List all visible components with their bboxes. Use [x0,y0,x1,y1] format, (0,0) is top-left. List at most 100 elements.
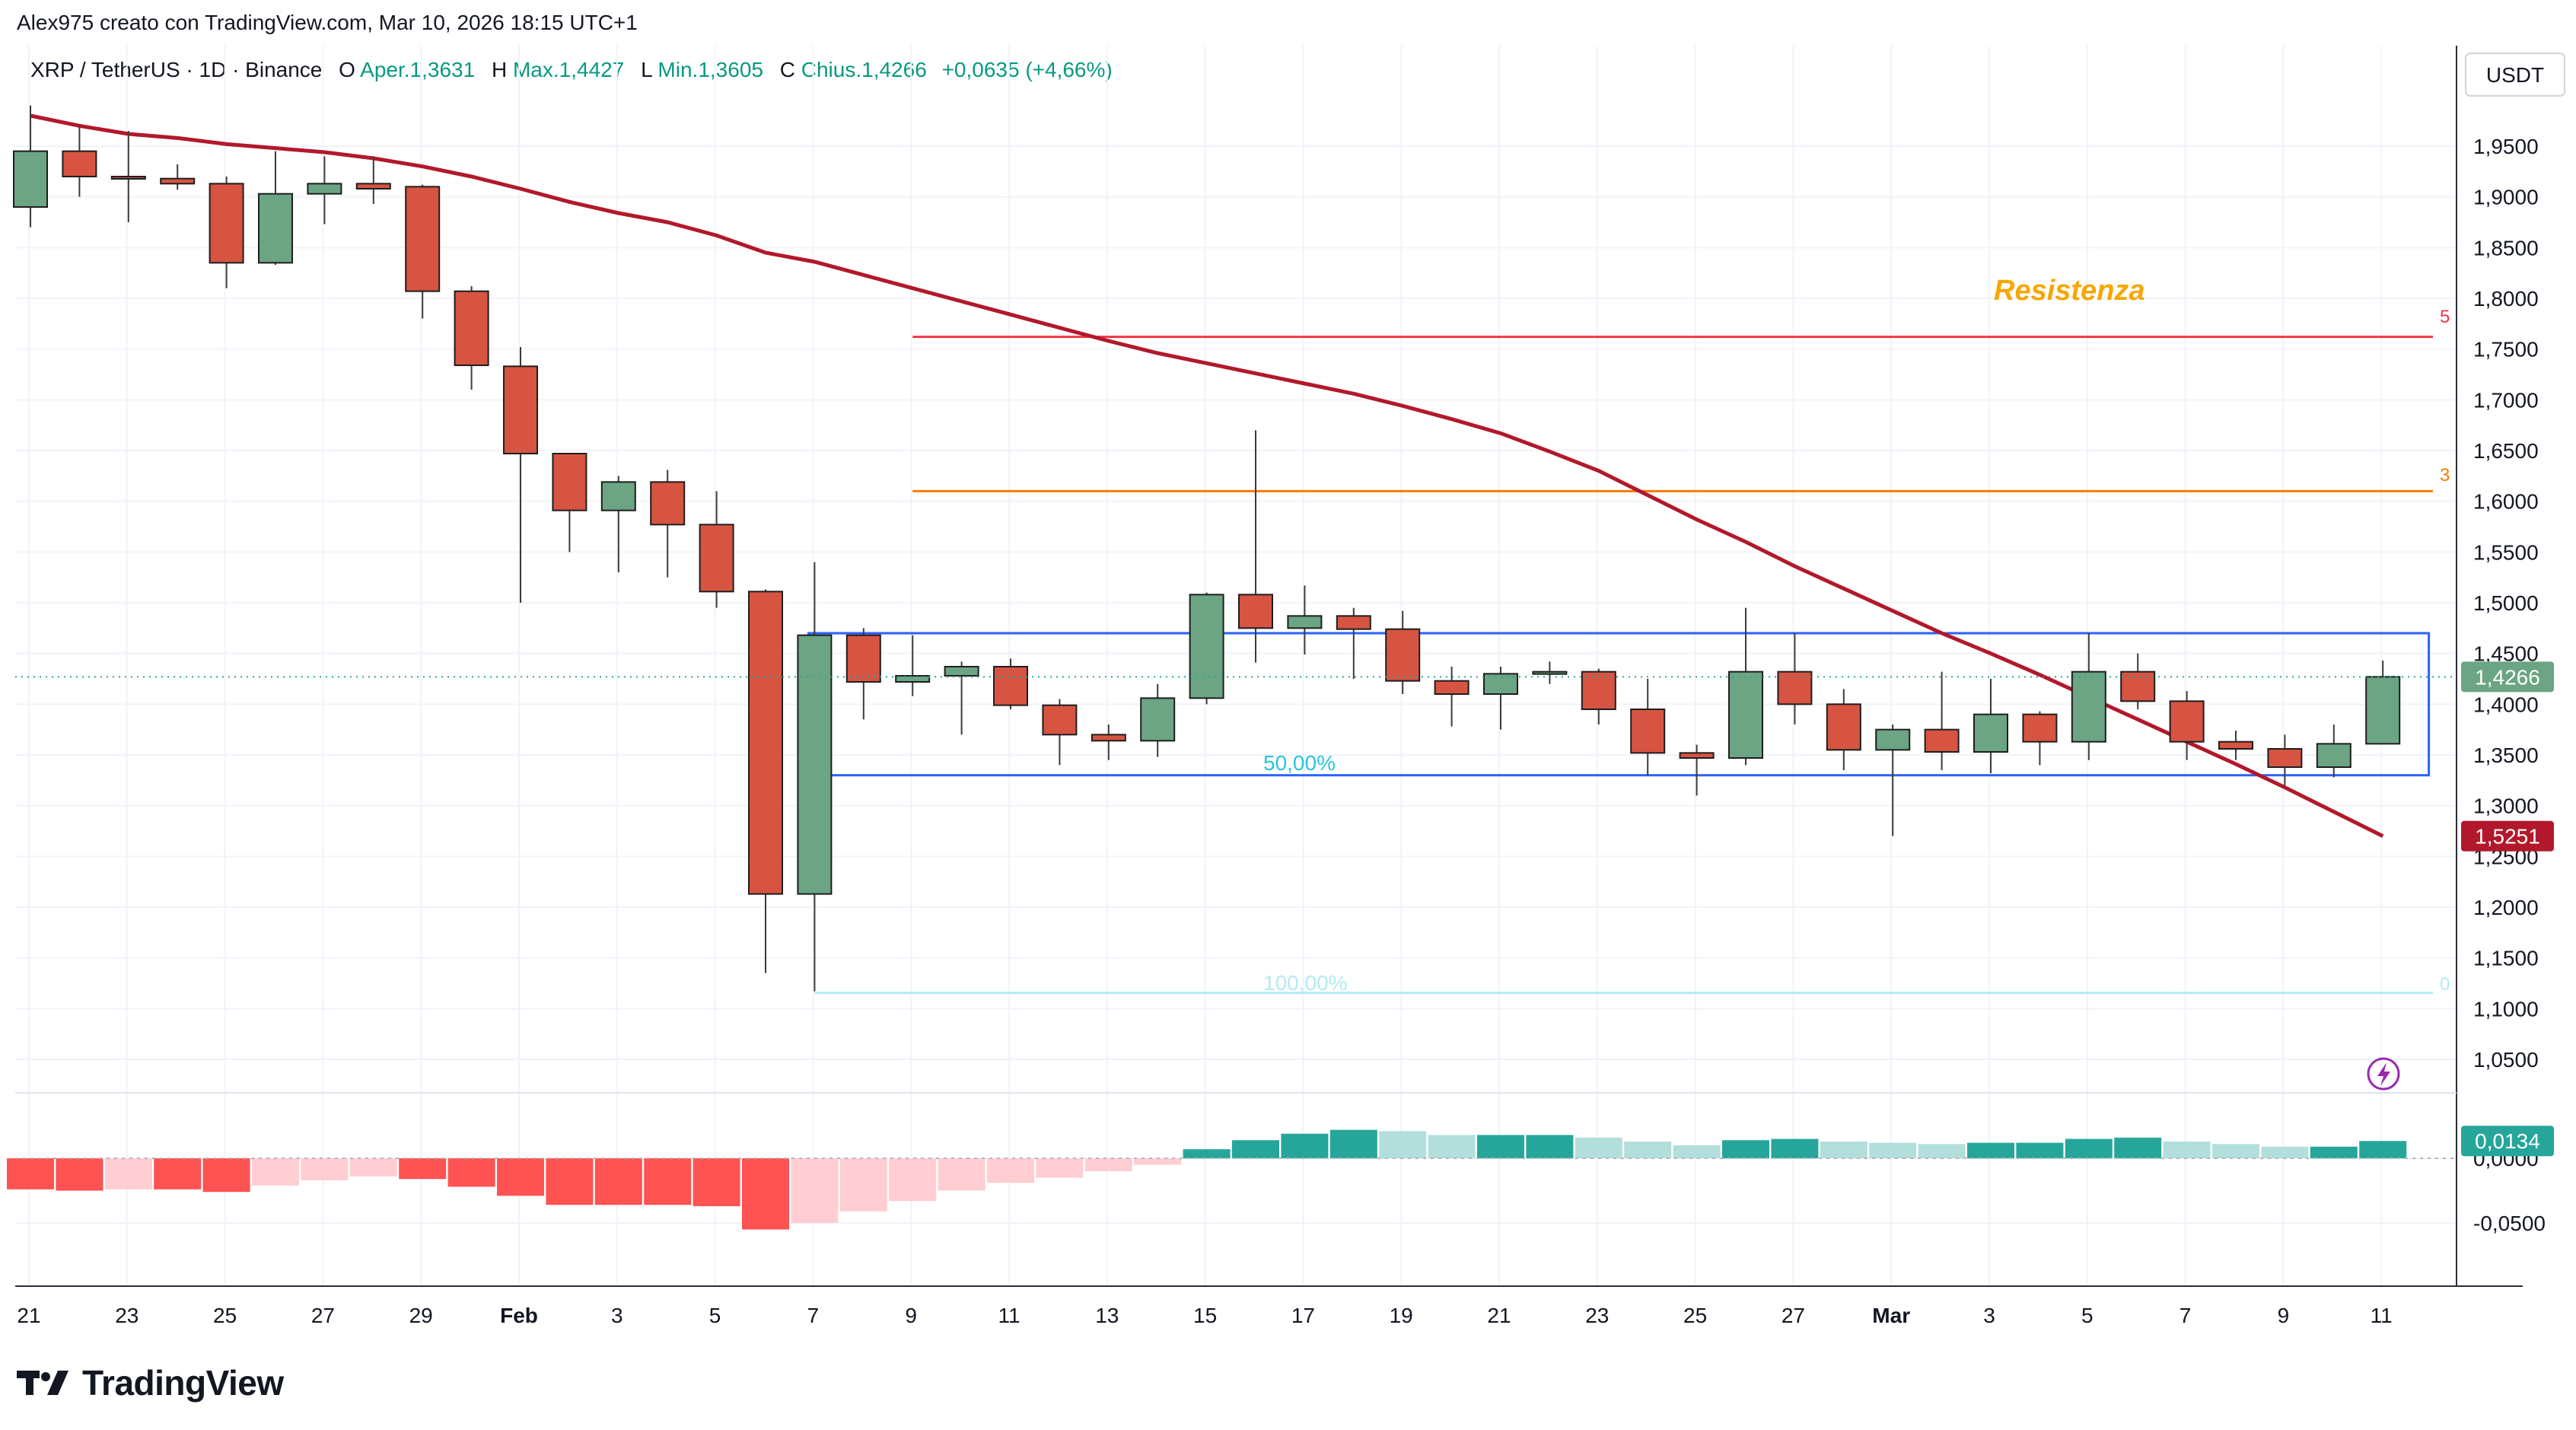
histogram-bar[interactable] [447,1158,495,1187]
candle[interactable] [160,164,196,190]
histogram-bar[interactable] [1918,1144,1966,1158]
candle[interactable] [1826,689,1861,770]
candle[interactable] [748,589,783,973]
histogram-bar[interactable] [1967,1142,2014,1158]
histogram-bar[interactable] [1771,1139,1819,1159]
candle[interactable] [2169,691,2205,760]
histogram-bar[interactable] [938,1158,986,1191]
candle[interactable] [1385,610,1421,694]
histogram-bar[interactable] [1428,1135,1476,1158]
candle[interactable] [355,156,391,204]
candle[interactable] [895,635,931,696]
candle[interactable] [307,156,342,225]
candle[interactable] [1483,667,1518,730]
histogram-bar[interactable] [1329,1129,1377,1158]
histogram-bar[interactable] [1869,1142,1917,1158]
histogram-bar[interactable] [2359,1141,2407,1158]
histogram-bar[interactable] [693,1158,740,1206]
candle[interactable] [797,562,833,992]
candle[interactable] [2022,711,2058,766]
histogram-bar[interactable] [2016,1142,2064,1158]
histogram-bar[interactable] [2261,1146,2309,1158]
candle[interactable] [13,105,48,228]
candle[interactable] [2071,633,2106,760]
candle[interactable] [944,661,979,735]
histogram-bars[interactable] [7,1129,2407,1230]
histogram-bar[interactable] [7,1158,54,1190]
histogram-bar[interactable] [154,1158,202,1190]
histogram-bar[interactable] [56,1158,103,1191]
candle[interactable] [1924,671,1960,770]
candle[interactable] [110,131,146,222]
histogram-bar[interactable] [1477,1135,1524,1158]
histogram-bar[interactable] [1134,1158,1182,1165]
histogram-bar[interactable] [1673,1145,1721,1158]
candle[interactable] [1287,585,1323,654]
histogram-bar[interactable] [1820,1141,1868,1158]
candle[interactable] [1777,633,1813,725]
histogram-bar[interactable] [202,1158,250,1193]
histogram-bar[interactable] [1722,1140,1769,1158]
histogram-bar[interactable] [1526,1135,1574,1158]
candle[interactable] [1091,725,1126,760]
histogram-bar[interactable] [1281,1133,1329,1158]
histogram-bar[interactable] [2310,1146,2358,1158]
histogram-bar[interactable] [594,1158,642,1205]
candle[interactable] [2218,731,2253,760]
candle[interactable] [405,184,441,319]
histogram-bar[interactable] [742,1158,789,1230]
candle[interactable] [1532,661,1568,684]
histogram-bar[interactable] [1624,1141,1672,1158]
candle[interactable] [258,151,293,265]
candle[interactable] [650,470,686,578]
histogram-bar[interactable] [791,1158,839,1223]
candle[interactable] [1581,668,1616,725]
candlesticks[interactable] [13,105,2401,992]
candle[interactable] [845,628,881,720]
histogram-bar[interactable] [1036,1158,1084,1178]
candle[interactable] [1434,667,1469,727]
candle[interactable] [1140,683,1176,757]
histogram-bar[interactable] [889,1158,937,1202]
histogram-bar[interactable] [839,1158,887,1212]
histogram-bar[interactable] [2114,1137,2162,1158]
histogram-bar[interactable] [2212,1144,2259,1158]
histogram-bar[interactable] [644,1158,692,1205]
histogram-bar[interactable] [399,1158,447,1180]
candle[interactable] [699,491,734,608]
histogram-bar[interactable] [1575,1137,1622,1158]
candle[interactable] [2120,653,2156,709]
candle[interactable] [503,347,538,603]
candle[interactable] [600,476,636,572]
histogram-bar[interactable] [546,1158,594,1205]
candle[interactable] [2267,734,2303,785]
candle[interactable] [1679,744,1715,796]
candle[interactable] [1238,430,1273,663]
histogram-bar[interactable] [987,1158,1034,1183]
candle[interactable] [1336,607,1371,679]
candle[interactable] [209,177,244,288]
candle[interactable] [1728,607,1763,766]
candle[interactable] [454,286,489,390]
tradingview-brand[interactable]: TradingView [17,1362,284,1403]
histogram-bar[interactable] [104,1158,152,1190]
candle[interactable] [552,453,587,553]
histogram-bar[interactable] [252,1158,299,1186]
candle[interactable] [1630,679,1666,776]
candle[interactable] [993,658,1028,709]
alert-lightning-icon[interactable] [2367,1057,2400,1091]
candle[interactable] [1189,592,1224,705]
candle[interactable] [2365,661,2401,745]
candle[interactable] [1042,699,1078,766]
candle[interactable] [1875,725,1911,836]
symbol-name[interactable]: XRP / TetherUS · 1D · Binance [30,58,323,81]
candle[interactable] [62,126,97,197]
histogram-bar[interactable] [2163,1141,2211,1158]
histogram-bar[interactable] [1084,1158,1132,1171]
candle[interactable] [1973,679,2008,773]
histogram-bar[interactable] [2065,1139,2113,1159]
histogram-bar[interactable] [1379,1131,1427,1158]
histogram-bar[interactable] [1232,1140,1279,1158]
histogram-bar[interactable] [497,1158,544,1196]
